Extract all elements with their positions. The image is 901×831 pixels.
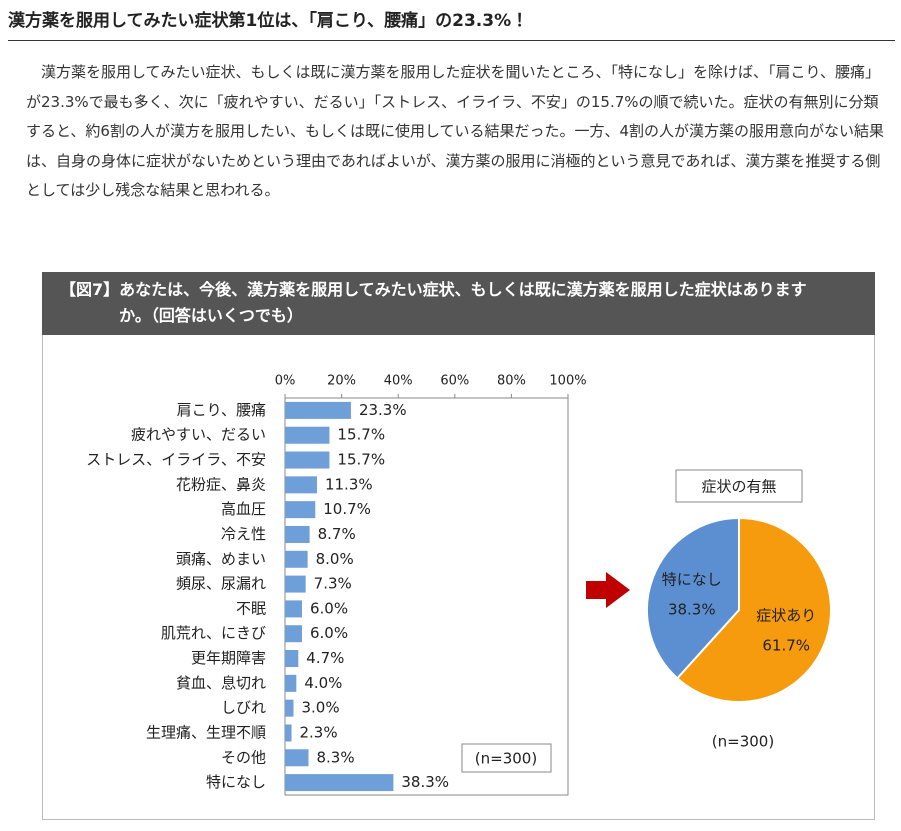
slice-value: 38.3%: [668, 600, 716, 618]
value-label: 15.7%: [337, 451, 385, 469]
category-label: 肩こり、腰痛: [177, 401, 266, 419]
bar: [285, 749, 309, 767]
pie-title-box: [675, 469, 803, 503]
value-label: 6.0%: [310, 599, 348, 617]
bar: [285, 426, 330, 444]
bar: [285, 600, 302, 618]
bar: [285, 774, 394, 792]
category-label: 貧血、息切れ: [176, 674, 266, 692]
slice-label: 症状あり: [756, 607, 816, 625]
category-label: 冷え性: [221, 525, 266, 543]
bar: [285, 501, 316, 519]
category-label: しびれ: [221, 699, 266, 717]
pie-slice: [646, 516, 740, 680]
value-label: 4.7%: [306, 649, 344, 667]
category-label: 不眠: [236, 599, 266, 617]
page-title: 漢方薬を服用してみたい症状第1位は、「肩こり、腰痛」の23.3%！: [8, 11, 529, 31]
value-label: 38.3%: [401, 773, 449, 791]
bar: [285, 476, 317, 494]
value-label: 8.7%: [318, 525, 356, 543]
category-label: その他: [221, 748, 266, 766]
category-label: 肌荒れ、にきび: [161, 624, 266, 642]
x-tick-label: 0%: [275, 374, 296, 389]
body-text: 漢方薬を服用してみたい症状、もしくは既に漢方薬を服用した症状を聞いたところ、「特…: [26, 63, 885, 199]
bar: [285, 625, 302, 643]
pie-slice: [675, 516, 832, 703]
value-label: 8.0%: [316, 550, 354, 568]
slice-value: 61.7%: [762, 637, 810, 655]
category-label: 花粉症、鼻炎: [176, 475, 266, 493]
value-label: 11.3%: [325, 475, 373, 493]
arrow: [586, 572, 630, 608]
x-tick-label: 40%: [384, 374, 413, 389]
value-label: 2.3%: [300, 723, 338, 741]
slice-label: 特になし: [662, 570, 722, 588]
category-label: 更年期障害: [191, 649, 266, 667]
bar: [285, 674, 297, 692]
bar: [285, 401, 351, 419]
plot-frame: [284, 397, 569, 796]
category-label: 頭痛、めまい: [176, 550, 266, 568]
bar: [285, 525, 310, 543]
category-label: 高血圧: [221, 500, 266, 518]
value-label: 7.3%: [314, 575, 352, 593]
bar: [285, 550, 308, 568]
bar: [285, 575, 306, 593]
category-label: 特になし: [206, 773, 266, 791]
note-box: [461, 743, 552, 773]
category-label: 生理痛、生理不順: [146, 723, 266, 741]
bar: [285, 451, 330, 469]
title-rule: [8, 40, 895, 41]
x-tick-label: 20%: [327, 374, 356, 389]
x-tick-label: 100%: [549, 374, 586, 389]
value-label: 23.3%: [359, 401, 407, 419]
note: (n=300): [475, 750, 537, 768]
note: (n=300): [712, 733, 774, 751]
figure-title: あなたは、今後、漢方薬を服用してみたい症状、もしくは既に漢方薬を服用した症状はあ…: [119, 280, 807, 325]
category-label: 疲れやすい、だるい: [131, 426, 266, 444]
value-label: 10.7%: [323, 500, 371, 518]
category-label: ストレス、イライラ、不安: [86, 451, 266, 469]
category-label: 頻尿、尿漏れ: [176, 575, 266, 593]
figure-header: 【図7】 あなたは、今後、漢方薬を服用してみたい症状、もしくは既に漢方薬を服用し…: [42, 272, 875, 335]
value-label: 15.7%: [337, 426, 385, 444]
bar: [285, 724, 292, 742]
value-label: 3.0%: [301, 699, 339, 717]
value-label: 6.0%: [310, 624, 348, 642]
bar: [285, 650, 299, 668]
bar: [285, 699, 294, 717]
pie-title: 症状の有無: [701, 478, 776, 496]
x-tick-label: 80%: [497, 374, 526, 389]
figure-label: 【図7】: [60, 280, 120, 299]
x-tick-label: 60%: [440, 374, 469, 389]
value-label: 4.0%: [304, 674, 342, 692]
value-label: 8.3%: [316, 748, 354, 766]
